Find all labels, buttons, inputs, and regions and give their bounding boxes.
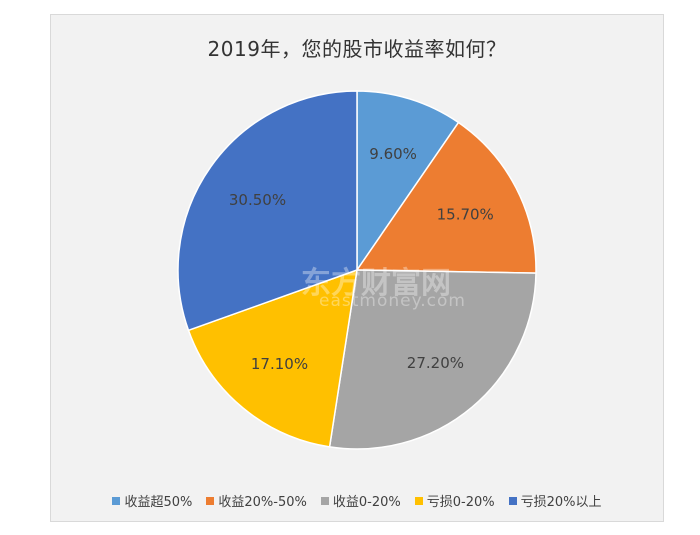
legend-item: 亏损0-20% [414, 491, 495, 510]
slice-data-label: 30.50% [229, 191, 286, 209]
legend-item: 亏损20%以上 [508, 491, 602, 510]
chart-legend: 收益超50% 收益20%-50% 收益0-20% 亏损0-20% 亏损20%以上 [51, 491, 663, 510]
legend-label: 收益超50% [124, 495, 193, 510]
legend-item: 收益超50% [112, 491, 192, 510]
pie-slice [328, 269, 537, 450]
legend-swatch [414, 496, 423, 505]
chart-frame: 2019年，您的股市收益率如何？ 9.60% 15.70% 27.20% 17.10%… [50, 14, 664, 522]
pie-chart: 9.60% 15.70% 27.20% 17.10% 30.50% [177, 90, 537, 450]
pie-slice [177, 90, 358, 332]
slice-data-label: 17.10% [251, 355, 308, 373]
slice-data-label: 27.20% [407, 354, 464, 372]
legend-label: 亏损20%以上 [520, 495, 602, 510]
pie-slice [187, 268, 358, 448]
slice-data-label: 9.60% [369, 145, 417, 163]
pie-slice [355, 121, 537, 274]
legend-swatch [508, 496, 517, 505]
legend-swatch [320, 496, 329, 505]
legend-swatch [112, 496, 121, 505]
legend-label: 亏损0-20% [426, 495, 495, 510]
pie-slice [356, 90, 460, 273]
legend-item: 收益20%-50% [206, 491, 307, 510]
legend-label: 收益0-20% [332, 495, 401, 510]
legend-swatch [206, 496, 215, 505]
legend-item: 收益0-20% [320, 491, 401, 510]
chart-title: 2019年，您的股市收益率如何？ [207, 37, 507, 61]
slice-data-label: 15.70% [437, 205, 494, 223]
legend-label: 收益20%-50% [218, 495, 307, 510]
